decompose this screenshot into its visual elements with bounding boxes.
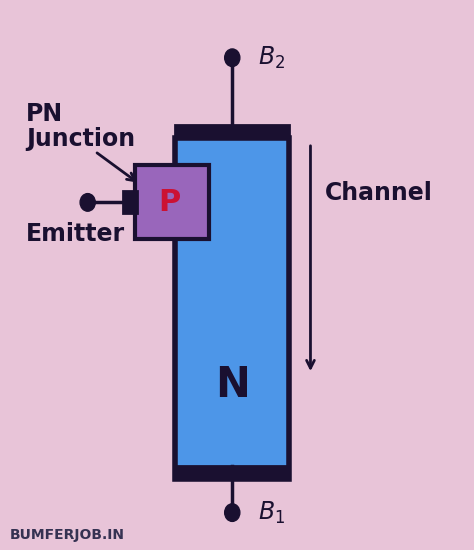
Text: Channel: Channel	[325, 180, 433, 205]
Text: Emitter: Emitter	[26, 222, 125, 246]
Text: P: P	[159, 188, 181, 217]
Circle shape	[225, 504, 240, 521]
Text: $B_1$: $B_1$	[258, 499, 285, 526]
Bar	[175, 466, 289, 478]
Bar	[175, 125, 289, 138]
Bar	[175, 138, 289, 478]
Circle shape	[80, 194, 95, 211]
Bar	[135, 165, 209, 239]
Text: N: N	[215, 364, 250, 406]
Text: PN
Junction: PN Junction	[26, 102, 135, 151]
Circle shape	[225, 49, 240, 67]
Text: BUMFERJOB.IN: BUMFERJOB.IN	[9, 528, 125, 542]
Text: $B_2$: $B_2$	[258, 45, 285, 71]
Bar	[123, 191, 137, 213]
